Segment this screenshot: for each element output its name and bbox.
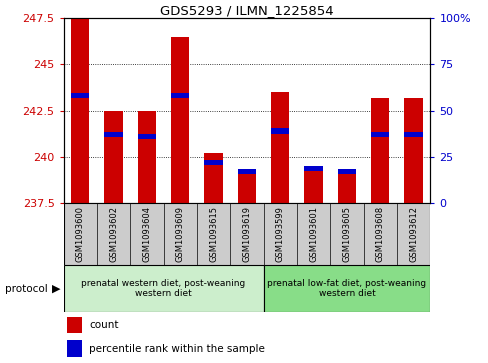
Text: GSM1093601: GSM1093601 [308,206,318,262]
Text: protocol: protocol [5,284,47,294]
Bar [138,111,156,203]
Bar [304,166,322,171]
Bar [171,37,189,203]
Bar [104,111,122,203]
Bar [171,93,189,98]
Text: GSM1093615: GSM1093615 [209,206,218,262]
Bar [337,170,355,203]
Text: GSM1093599: GSM1093599 [275,206,284,262]
Bar [138,134,156,139]
Bar [370,98,388,203]
Text: GSM1093609: GSM1093609 [175,206,184,262]
Text: ▶: ▶ [52,284,61,294]
Text: GSM1093602: GSM1093602 [109,206,118,262]
Bar [337,169,355,174]
Bar [67,317,82,333]
Bar [370,132,388,137]
Text: percentile rank within the sample: percentile rank within the sample [89,344,264,354]
Text: GSM1093604: GSM1093604 [142,206,151,262]
Bar [237,169,256,174]
Text: GSM1093619: GSM1093619 [242,206,251,262]
Text: prenatal western diet, post-weaning
western diet: prenatal western diet, post-weaning west… [81,279,245,298]
Bar [71,18,89,203]
Bar [270,92,289,203]
Text: count: count [89,321,119,330]
Bar [63,265,263,312]
Bar [270,129,289,134]
Text: GSM1093612: GSM1093612 [408,206,417,262]
Bar [204,153,223,203]
Bar [71,93,89,98]
Bar [263,265,429,312]
Text: GSM1093605: GSM1093605 [342,206,351,262]
Bar [304,166,322,203]
Bar [104,132,122,137]
Bar [404,98,422,203]
Title: GDS5293 / ILMN_1225854: GDS5293 / ILMN_1225854 [160,4,333,17]
Text: GSM1093608: GSM1093608 [375,206,384,262]
Bar [404,132,422,137]
Bar [204,160,223,165]
Text: GSM1093600: GSM1093600 [76,206,84,262]
Bar [237,170,256,203]
Text: prenatal low-fat diet, post-weaning
western diet: prenatal low-fat diet, post-weaning west… [267,279,426,298]
Bar [67,340,82,357]
